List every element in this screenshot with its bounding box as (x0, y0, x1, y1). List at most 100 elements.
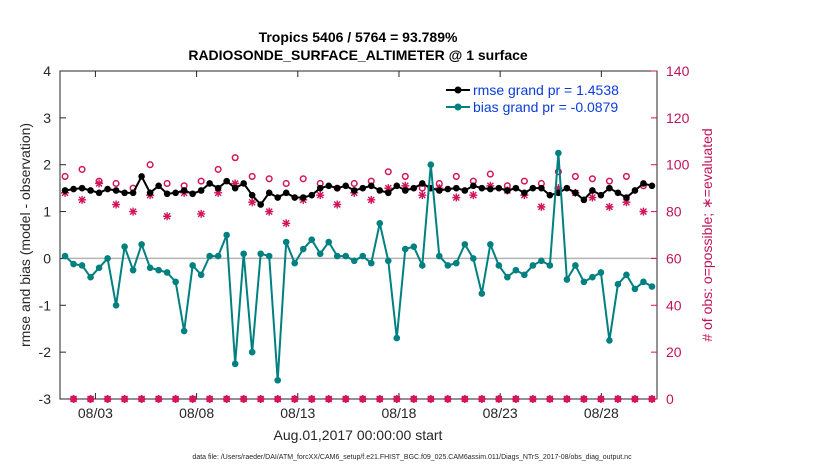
evaluated-obs-marker (307, 395, 316, 403)
possible-obs-marker (520, 177, 528, 185)
bias-point (70, 260, 77, 268)
possible-obs-marker (588, 175, 596, 183)
x-tick-label: 08/08 (179, 405, 214, 421)
possible-obs-marker (265, 175, 273, 183)
y-right-tick-label: 20 (666, 344, 682, 360)
possible-obs-marker (486, 170, 494, 178)
rmse-point (257, 201, 264, 208)
evaluated-obs-marker (112, 200, 121, 209)
evaluated-obs-marker (579, 395, 588, 403)
evaluated-obs-marker (477, 395, 486, 403)
possible-obs-marker (401, 172, 409, 180)
rmse-point (393, 182, 401, 190)
evaluated-obs-marker (95, 179, 104, 188)
y-right-tick-label: 80 (666, 204, 682, 220)
bias-point (640, 278, 647, 286)
bias-point (146, 264, 154, 272)
bias-point (648, 283, 656, 290)
possible-obs-marker (622, 172, 630, 180)
rmse-point (572, 189, 579, 197)
bias-point (248, 348, 256, 356)
possible-obs-marker (146, 161, 154, 169)
possible-obs-marker (248, 172, 256, 180)
rmse-point (87, 187, 94, 194)
bias-point (104, 255, 111, 262)
bias-point (393, 334, 401, 342)
chart-subtitle: RADIOSONDE_SURFACE_ALTIMETER @ 1 surface (188, 47, 528, 63)
possible-obs-marker (350, 179, 358, 188)
evaluated-obs-marker (596, 395, 605, 403)
bias-point (436, 252, 443, 260)
bias-point (350, 257, 358, 265)
bias-point (614, 280, 622, 288)
rmse-point (495, 184, 503, 192)
evaluated-obs-marker (129, 207, 138, 216)
bias-point (546, 262, 554, 269)
evaluated-obs-marker (647, 395, 656, 403)
rmse-point (597, 191, 605, 199)
rmse-point (359, 184, 367, 192)
rmse-point (231, 184, 239, 192)
bias-point (504, 273, 511, 281)
evaluated-obs-marker (290, 395, 299, 403)
evaluated-obs-marker (605, 202, 614, 211)
rmse-point (104, 185, 111, 193)
bias-point (589, 273, 596, 281)
x-tick-label: 08/28 (584, 405, 619, 421)
bias-point (478, 290, 486, 297)
bias-point (265, 252, 273, 260)
evaluated-obs-marker (248, 198, 257, 207)
rmse-point (418, 180, 426, 187)
evaluated-obs-marker (154, 395, 163, 403)
evaluated-obs-marker (460, 395, 469, 403)
y-axis-right-label: # of obs: o=possible; ∗=evaluated (699, 128, 715, 341)
rmse-point (512, 184, 520, 192)
bias-point (495, 262, 503, 269)
rmse-point (521, 189, 528, 197)
y-right-tick-label: 120 (666, 110, 690, 126)
legend-rmse-marker (454, 86, 462, 94)
bias-point (138, 241, 145, 248)
bias-point (95, 264, 103, 272)
counts-group (61, 154, 656, 403)
bias-point (529, 262, 537, 269)
evaluated-obs-marker (163, 212, 172, 221)
legend: rmse grand pr = 1.4538 bias grand pr = -… (441, 78, 651, 118)
rmse-point (274, 194, 281, 201)
bias-point (163, 269, 171, 276)
evaluated-obs-marker (222, 395, 231, 403)
bias-point (367, 259, 375, 267)
rmse-point (70, 185, 77, 193)
rmse-point (265, 189, 273, 197)
plot-area (59, 70, 658, 400)
bias-point (257, 250, 264, 258)
rmse-point (155, 182, 162, 190)
x-axis-label: Aug.01,2017 00:00:00 start (274, 427, 443, 443)
bias-point (580, 278, 588, 286)
bias-point (206, 252, 213, 260)
evaluated-obs-marker (239, 395, 248, 403)
evaluated-obs-marker (588, 193, 597, 202)
bias-point (538, 257, 545, 265)
rmse-point (529, 184, 537, 192)
evaluated-obs-marker (630, 395, 639, 403)
rmse-point (453, 184, 460, 192)
rmse-point (138, 173, 145, 180)
rmse-series-group (61, 173, 656, 208)
evaluated-obs-marker (367, 195, 376, 204)
bias-point (87, 273, 94, 281)
rmse-point (631, 187, 639, 194)
evaluated-obs-marker (418, 191, 427, 200)
bias-point (214, 252, 222, 260)
evaluated-obs-marker (197, 209, 206, 218)
bias-point (597, 269, 605, 276)
rmse-point (291, 194, 299, 201)
evaluated-obs-marker (409, 395, 418, 403)
data-file-footnote: data file: /Users/raeder/DAI/ATM_forcXX/… (192, 454, 632, 461)
possible-obs-marker (299, 175, 307, 183)
bias-point (61, 252, 69, 260)
rmse-point (308, 191, 316, 199)
y-right-tick-label: 0 (666, 391, 674, 407)
evaluated-obs-marker (256, 395, 265, 403)
bias-point (572, 262, 579, 269)
